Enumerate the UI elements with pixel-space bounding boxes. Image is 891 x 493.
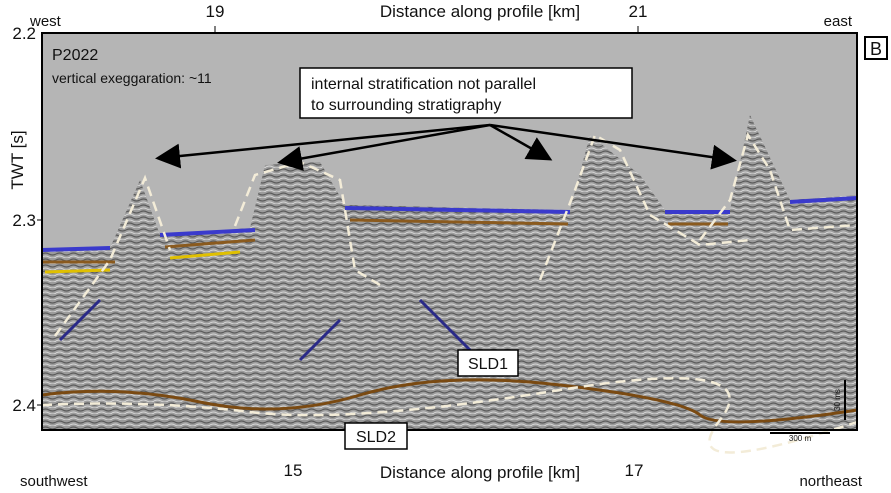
bottom-tick-label: 15 — [284, 461, 303, 480]
top-right-end: east — [824, 13, 853, 30]
top-axis-title: Distance along profile [km] — [380, 2, 580, 21]
sld1-label: SLD1 — [468, 356, 508, 373]
sld2-box — [344, 422, 408, 450]
sld2-label: SLD2 — [356, 429, 396, 446]
exaggeration: vertical exeggaration: ~11 — [52, 70, 212, 86]
left-axis-title: TWT [s] — [8, 130, 27, 189]
callout-box — [299, 67, 633, 119]
panel-label: B — [870, 39, 882, 59]
sld1-box — [457, 349, 519, 377]
top-tick-label: 21 — [629, 2, 648, 21]
left-tick-label: 2.2 — [12, 24, 36, 43]
horizontal-scale-label: 300 m — [789, 434, 812, 443]
bottom-right-end: northeast — [799, 473, 862, 488]
left-tick-label: 2.4 — [12, 396, 36, 415]
arrows — [155, 123, 737, 171]
bottom-left-end: southwest — [20, 473, 88, 488]
vertical-scale-label: 30 ms — [833, 389, 842, 411]
frame — [41, 32, 858, 431]
bottom-axis-title: Distance along profile [km] — [380, 463, 580, 482]
profile-name: P2022 — [52, 47, 98, 64]
top-tick-label: 19 — [206, 2, 225, 21]
left-tick-label: 2.3 — [12, 211, 36, 230]
panel-label-box — [864, 36, 888, 60]
interpretation-lines — [41, 131, 858, 454]
bottom-tick-label: 17 — [625, 461, 644, 480]
top-left-end: west — [29, 13, 62, 30]
callout-text: internal stratification not parallel — [311, 76, 536, 93]
callout-text: to surrounding stratigraphy — [311, 97, 501, 114]
